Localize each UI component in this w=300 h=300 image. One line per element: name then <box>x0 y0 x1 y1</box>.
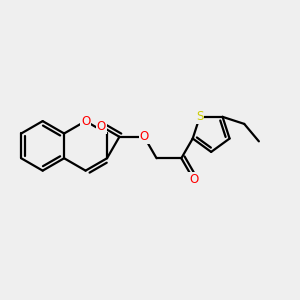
Text: O: O <box>81 115 90 128</box>
Text: O: O <box>189 173 198 186</box>
Text: O: O <box>140 130 149 143</box>
Text: S: S <box>196 110 203 123</box>
Text: O: O <box>97 120 106 133</box>
